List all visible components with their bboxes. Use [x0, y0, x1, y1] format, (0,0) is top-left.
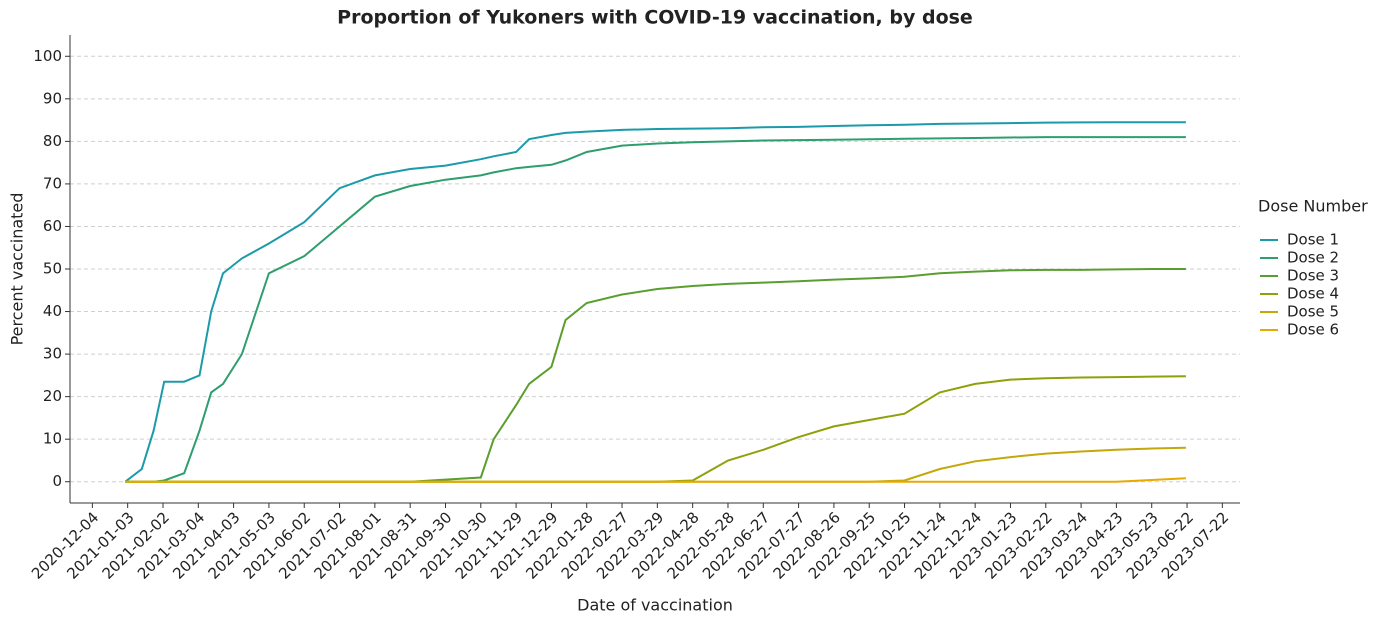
y-tick-label: 80: [43, 132, 62, 150]
chart-title: Proportion of Yukoners with COVID-19 vac…: [337, 7, 973, 29]
legend-title: Dose Number: [1258, 197, 1368, 216]
y-axis-label: Percent vaccinated: [8, 193, 27, 346]
y-tick-label: 40: [43, 302, 62, 320]
legend-label: Dose 1: [1287, 231, 1339, 249]
x-axis-label: Date of vaccination: [577, 596, 733, 615]
legend-label: Dose 5: [1287, 303, 1339, 321]
legend-label: Dose 2: [1287, 249, 1339, 267]
series-line: [125, 477, 1186, 483]
series-line: [125, 375, 1186, 483]
legend-label: Dose 3: [1287, 267, 1339, 285]
legend-label: Dose 4: [1287, 285, 1339, 303]
y-tick-label: 10: [43, 430, 62, 448]
y-tick-label: 100: [33, 47, 62, 65]
series-line: [124, 121, 1186, 483]
series-line: [125, 136, 1186, 483]
y-tick-label: 50: [43, 260, 62, 278]
y-tick-label: 70: [43, 174, 62, 192]
y-tick-label: 90: [43, 89, 62, 107]
y-tick-label: 0: [52, 472, 62, 490]
series-line: [125, 446, 1186, 483]
y-tick-label: 20: [43, 387, 62, 405]
y-tick-label: 30: [43, 345, 62, 363]
y-tick-label: 60: [43, 217, 62, 235]
series-line: [125, 268, 1186, 483]
legend-label: Dose 6: [1287, 321, 1339, 339]
